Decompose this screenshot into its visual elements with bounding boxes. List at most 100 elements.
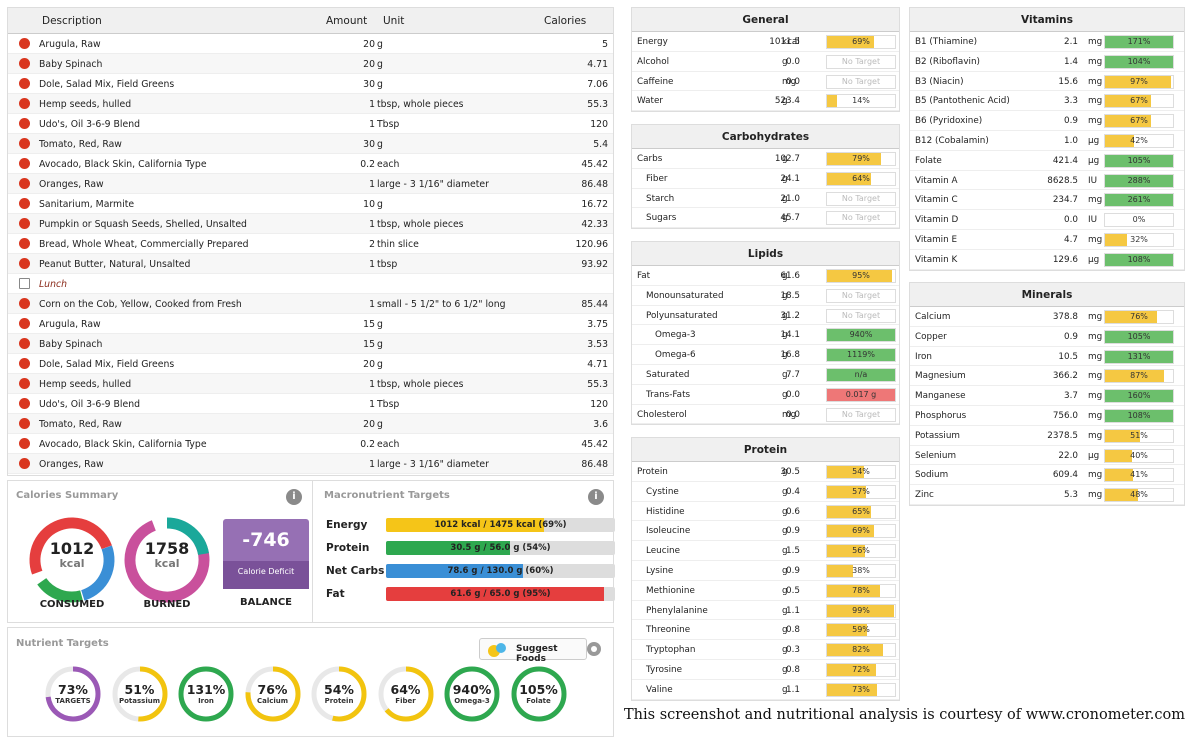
nutrient-row[interactable]: Iron 10.5 mg 131% bbox=[910, 347, 1184, 367]
nutrient-row[interactable]: Vitamin E 4.7 mg 32% bbox=[910, 230, 1184, 250]
nutrient-row[interactable]: Vitamin A 8628.5 IU 288% bbox=[910, 171, 1184, 191]
nutrient-row[interactable]: Phenylalanine 1.1 g 99% bbox=[632, 601, 899, 621]
nutrient-row[interactable]: Tryptophan 0.3 g 82% bbox=[632, 640, 899, 660]
nutrient-row[interactable]: Threonine 0.8 g 59% bbox=[632, 620, 899, 641]
gear-icon[interactable] bbox=[585, 640, 603, 658]
nutrient-row[interactable]: Phosphorus 756.0 mg 108% bbox=[910, 406, 1184, 426]
nutrient-row[interactable]: Omega-3 14.1 g 940% bbox=[632, 325, 899, 346]
nutrient-progress-bar: No Target bbox=[826, 288, 896, 303]
nutrient-row[interactable]: Saturated 7.7 g n/a bbox=[632, 365, 899, 385]
nutrient-unit: mg bbox=[1088, 430, 1103, 441]
info-icon[interactable]: i bbox=[588, 489, 604, 505]
food-amount: 20 bbox=[363, 419, 375, 430]
nutrient-row[interactable]: Valine 1.1 g 73% bbox=[632, 680, 899, 700]
nutrient-row[interactable]: Calcium 378.8 mg 76% bbox=[910, 307, 1184, 327]
nutrient-row[interactable]: B12 (Cobalamin) 1.0 µg 42% bbox=[910, 131, 1184, 151]
suggest-foods-button[interactable]: Suggest Foods bbox=[479, 638, 587, 664]
target-circle-potassium[interactable]: 51% Potassium bbox=[111, 665, 169, 723]
nutrient-row[interactable]: Magnesium 366.2 mg 87% bbox=[910, 366, 1184, 387]
nutrient-row[interactable]: Cholesterol 0.0 mg No Target bbox=[632, 405, 899, 425]
nutrient-row[interactable]: Vitamin K 129.6 µg 108% bbox=[910, 250, 1184, 270]
nutrient-row[interactable]: Trans-Fats 0.0 g 0.017 g bbox=[632, 385, 899, 405]
nutrient-row[interactable]: B2 (Riboflavin) 1.4 mg 104% bbox=[910, 52, 1184, 72]
nutrient-row[interactable]: Omega-6 16.8 g 1119% bbox=[632, 345, 899, 365]
nutrient-row[interactable]: Vitamin D 0.0 IU 0% bbox=[910, 210, 1184, 230]
nutrient-row[interactable]: Potassium 2378.5 mg 51% bbox=[910, 426, 1184, 446]
nutrient-name: Monounsaturated bbox=[646, 290, 724, 301]
nutrient-row[interactable]: B6 (Pyridoxine) 0.9 mg 67% bbox=[910, 111, 1184, 131]
nutrient-row[interactable]: Manganese 3.7 mg 160% bbox=[910, 386, 1184, 406]
nutrient-row[interactable]: Lysine 0.9 g 38% bbox=[632, 561, 899, 581]
nutrient-row[interactable]: Starch 21.0 g No Target bbox=[632, 189, 899, 209]
nutrient-progress-bar: 40% bbox=[1104, 448, 1174, 463]
target-circle-protein[interactable]: 54% Protein bbox=[310, 665, 368, 723]
nutrient-row[interactable]: Tyrosine 0.8 g 72% bbox=[632, 660, 899, 680]
header-description[interactable]: Description bbox=[42, 15, 102, 27]
table-row[interactable]: Baby Spinach 15 g 3.53 bbox=[8, 334, 613, 354]
nutrient-row[interactable]: Alcohol 0.0 g No Target bbox=[632, 52, 899, 72]
nutrient-amount: 0.9 bbox=[786, 565, 800, 576]
header-calories[interactable]: Calories bbox=[544, 15, 587, 27]
food-amount: 20 bbox=[363, 39, 375, 50]
table-row[interactable]: Udo's, Oil 3-6-9 Blend 1 Tbsp 120 bbox=[8, 114, 613, 134]
target-circle-calcium[interactable]: 76% Calcium bbox=[244, 665, 302, 723]
table-row[interactable]: Oranges, Raw 1 large - 3 1/16" diameter 86.… bbox=[8, 454, 613, 474]
table-row[interactable]: Pumpkin or Squash Seeds, Shelled, Unsalt… bbox=[8, 214, 613, 234]
table-row[interactable]: Baby Spinach 20 g 4.71 bbox=[8, 54, 613, 74]
table-row[interactable]: Arugula, Raw 15 g 3.75 bbox=[8, 314, 613, 334]
table-row[interactable]: Arugula, Raw 20 g 5 bbox=[8, 34, 613, 54]
table-row[interactable]: Oranges, Raw 1 large - 3 1/16" diameter 86.… bbox=[8, 174, 613, 194]
table-row[interactable]: Hemp seeds, hulled 1 tbsp, whole pieces 55.… bbox=[8, 374, 613, 394]
nutrient-row[interactable]: Cystine 0.4 g 57% bbox=[632, 482, 899, 502]
nutrient-row[interactable]: Methionine 0.5 g 78% bbox=[632, 581, 899, 601]
nutrient-row[interactable]: Histidine 0.6 g 65% bbox=[632, 502, 899, 522]
table-row[interactable]: Avocado, Black Skin, California Type 0.2 e… bbox=[8, 434, 613, 454]
nutrient-row[interactable]: Sodium 609.4 mg 41% bbox=[910, 465, 1184, 486]
nutrient-row[interactable]: Carbs 102.7 g 79% bbox=[632, 149, 899, 169]
nutrient-row[interactable]: Polyunsaturated 31.2 g No Target bbox=[632, 306, 899, 326]
diary-note-row[interactable]: Lunch bbox=[8, 274, 613, 294]
macro-progress-text: 1012 kcal / 1475 kcal (69%) bbox=[434, 520, 567, 530]
table-row[interactable]: Tomato, Red, Raw 20 g 3.6 bbox=[8, 414, 613, 434]
target-circle-omega-3[interactable]: 940% Omega-3 bbox=[443, 665, 501, 723]
nutrient-row[interactable]: Protein 30.5 g 54% bbox=[632, 462, 899, 482]
nutrient-row[interactable]: Caffeine 0.0 mg No Target bbox=[632, 72, 899, 92]
nutrient-row[interactable]: Fat 61.6 g 95% bbox=[632, 266, 899, 286]
nutrient-row[interactable]: Energy 1011.5 kcal 69% bbox=[632, 32, 899, 52]
nutrient-row[interactable]: Vitamin C 234.7 mg 261% bbox=[910, 190, 1184, 211]
nutrient-row[interactable]: Sugars 45.7 g No Target bbox=[632, 208, 899, 229]
info-icon[interactable]: i bbox=[286, 489, 302, 505]
nutrient-row[interactable]: Water 523.4 g 14% bbox=[632, 91, 899, 112]
nutrient-row[interactable]: Selenium 22.0 µg 40% bbox=[910, 446, 1184, 466]
table-row[interactable]: Sanitarium, Marmite 10 g 16.72 bbox=[8, 194, 613, 214]
table-row[interactable]: Tomato, Red, Raw 30 g 5.4 bbox=[8, 134, 613, 154]
table-row[interactable]: Udo's, Oil 3-6-9 Blend 1 Tbsp 120 bbox=[8, 394, 613, 414]
target-circle-targets[interactable]: 73% TARGETS bbox=[44, 665, 102, 723]
table-row[interactable]: Corn on the Cob, Yellow, Cooked from Fre… bbox=[8, 294, 613, 314]
table-row[interactable]: Dole, Salad Mix, Field Greens 30 g 7.06 bbox=[8, 74, 613, 94]
nutrient-row[interactable]: Leucine 1.5 g 56% bbox=[632, 541, 899, 561]
nutrient-row[interactable]: B5 (Pantothenic Acid) 3.3 mg 67% bbox=[910, 91, 1184, 112]
nutrient-unit: g bbox=[782, 213, 788, 224]
nutrient-row[interactable]: Zinc 5.3 mg 48% bbox=[910, 485, 1184, 505]
nutrient-row[interactable]: Monounsaturated 18.5 g No Target bbox=[632, 286, 899, 306]
nutrient-row[interactable]: B3 (Niacin) 15.6 mg 97% bbox=[910, 72, 1184, 92]
target-circle-folate[interactable]: 105% Folate bbox=[510, 665, 568, 723]
nutrient-name: Cholesterol bbox=[637, 409, 687, 420]
header-amount[interactable]: Amount bbox=[326, 15, 368, 27]
nutrient-row[interactable]: Isoleucine 0.9 g 69% bbox=[632, 521, 899, 542]
nutrient-row[interactable]: B1 (Thiamine) 2.1 mg 171% bbox=[910, 32, 1184, 52]
nutrient-row[interactable]: Fiber 24.1 g 64% bbox=[632, 169, 899, 189]
table-row[interactable]: Bread, Whole Wheat, Commercially Prepare… bbox=[8, 234, 613, 254]
target-circle-iron[interactable]: 131% Iron bbox=[177, 665, 235, 723]
nutrient-unit: g bbox=[782, 310, 788, 321]
header-unit[interactable]: Unit bbox=[383, 15, 405, 27]
table-row[interactable]: Dole, Salad Mix, Field Greens 20 g 4.71 bbox=[8, 354, 613, 374]
apple-icon bbox=[19, 358, 30, 369]
nutrient-row[interactable]: Folate 421.4 µg 105% bbox=[910, 151, 1184, 171]
table-row[interactable]: Hemp seeds, hulled 1 tbsp, whole pieces 55.… bbox=[8, 94, 613, 114]
target-circle-fiber[interactable]: 64% Fiber bbox=[377, 665, 435, 723]
table-row[interactable]: Peanut Butter, Natural, Unsalted 1 tbsp 93.… bbox=[8, 254, 613, 274]
table-row[interactable]: Avocado, Black Skin, California Type 0.2 e… bbox=[8, 154, 613, 174]
nutrient-row[interactable]: Copper 0.9 mg 105% bbox=[910, 327, 1184, 347]
